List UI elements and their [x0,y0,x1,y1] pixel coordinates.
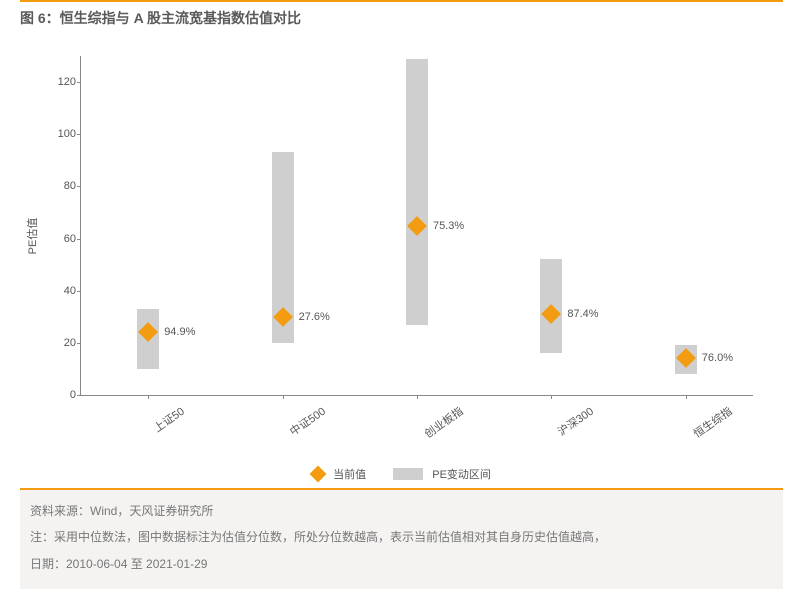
y-tick-label: 100 [41,128,76,140]
x-tick-mark [148,395,149,399]
chart-area: PE估值 02040608010012094.9%上证5027.6%中证5007… [30,46,773,426]
y-tick-label: 80 [41,180,76,192]
x-tick-mark [686,395,687,399]
y-tick-label: 120 [41,76,76,88]
footer-date: 日期：2010-06-04 至 2021-01-29 [30,551,773,577]
y-tick-mark [77,343,81,344]
range-bar [406,59,428,325]
x-tick-label: 创业板指 [421,403,466,441]
footer: 资料来源：Wind，天风证券研究所 注：采用中位数法，图中数据标注为估值分位数，… [20,488,783,589]
y-axis-label: PE估值 [24,218,40,255]
y-tick-mark [77,82,81,83]
x-tick-mark [283,395,284,399]
y-tick-label: 60 [41,233,76,245]
diamond-icon [310,466,327,483]
point-label: 76.0% [702,352,733,364]
y-tick-mark [77,395,81,396]
x-tick-label: 上证50 [150,403,187,436]
point-label: 87.4% [567,308,598,320]
y-tick-mark [77,186,81,187]
plot-region: 02040608010012094.9%上证5027.6%中证50075.3%创… [80,56,753,396]
y-tick-label: 0 [41,389,76,401]
y-tick-label: 40 [41,285,76,297]
legend-range-label: PE变动区间 [432,469,491,481]
chart-title: 图 6：恒生综指与 A 股主流宽基指数估值对比 [20,10,301,26]
y-tick-mark [77,291,81,292]
footer-note: 注：采用中位数法，图中数据标注为估值分位数，所处分位数越高，表示当前估值相对其自… [30,524,773,550]
point-label: 27.6% [299,311,330,323]
x-tick-mark [417,395,418,399]
bar-icon [393,468,423,480]
x-tick-label: 恒生综指 [690,403,735,441]
point-label: 75.3% [433,220,464,232]
legend: 当前值 PE变动区间 [0,466,803,482]
legend-current-label: 当前值 [333,469,366,481]
x-tick-label: 沪深300 [555,403,597,439]
y-tick-label: 20 [41,337,76,349]
x-tick-mark [551,395,552,399]
y-tick-mark [77,239,81,240]
footer-source: 资料来源：Wind，天风证券研究所 [30,498,773,524]
x-tick-label: 中证500 [286,403,328,439]
title-bar: 图 6：恒生综指与 A 股主流宽基指数估值对比 [20,0,783,36]
point-label: 94.9% [164,326,195,338]
y-tick-mark [77,134,81,135]
